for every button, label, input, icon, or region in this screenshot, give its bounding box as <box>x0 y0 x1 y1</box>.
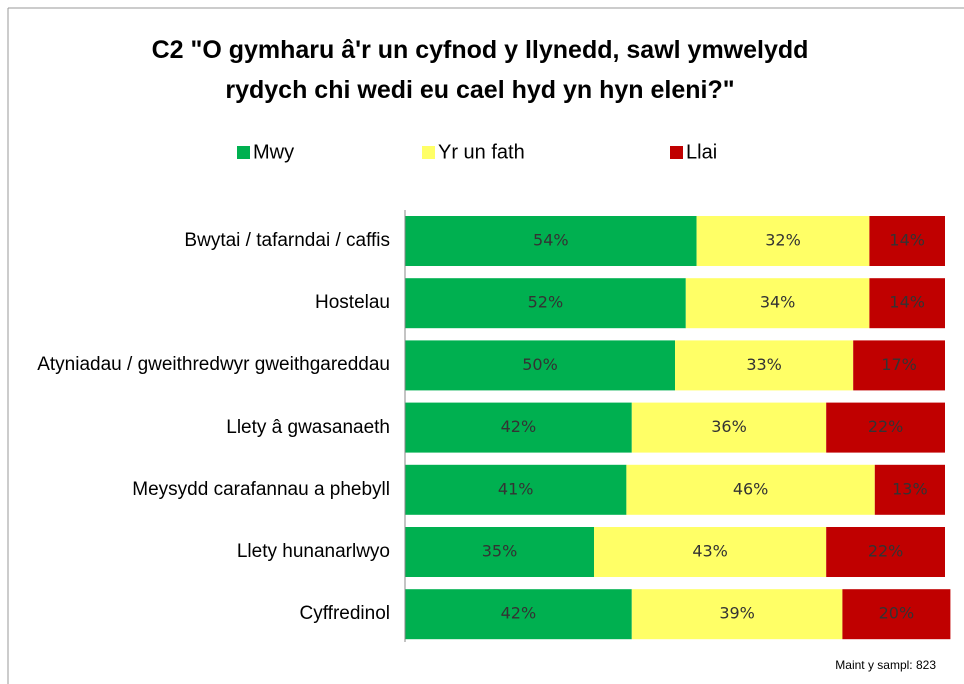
bar-segment <box>631 402 827 453</box>
legend-swatch <box>237 146 250 159</box>
category-label: Bwytai / tafarndai / caffis <box>184 230 390 251</box>
bar-segment <box>842 589 951 640</box>
bar-segment <box>696 216 870 266</box>
bar-segment <box>631 589 843 640</box>
value-label: 14% <box>889 293 925 312</box>
value-label: 17% <box>881 355 917 374</box>
value-label: 54% <box>533 231 569 250</box>
bar-segment <box>853 340 945 391</box>
value-label: 14% <box>889 231 925 250</box>
value-label: 50% <box>522 355 558 374</box>
category-label: Atyniadau / gweithredwyr gweithgareddau <box>37 354 390 376</box>
category-label: Hostelau <box>315 292 390 314</box>
value-label: 35% <box>482 542 518 561</box>
category-label: Llety hunanarlwyo <box>236 541 390 562</box>
annotation: Maint y sampl: 823 <box>835 658 936 672</box>
value-label: 39% <box>719 604 755 623</box>
bar-segment <box>405 402 632 453</box>
bar-segment <box>626 464 875 515</box>
value-label: 22% <box>868 542 904 561</box>
value-label: 33% <box>746 355 782 374</box>
category-label: Meysydd carafannau a phebyll <box>132 478 390 500</box>
bar-segment <box>405 340 675 391</box>
bar-segment <box>826 402 945 453</box>
bar-segment <box>675 340 854 391</box>
value-label: 32% <box>765 231 801 250</box>
bar-segment <box>685 278 870 329</box>
value-label: 52% <box>528 293 564 312</box>
bar-segment <box>594 527 827 577</box>
value-label: 20% <box>879 604 915 623</box>
bar-segment <box>874 464 945 515</box>
bar-segment <box>869 278 945 329</box>
bar-segment <box>405 589 632 640</box>
value-label: 41% <box>498 479 534 498</box>
value-label: 42% <box>501 417 537 436</box>
value-label: 43% <box>692 542 728 561</box>
legend-label: Yr un fath <box>438 141 525 163</box>
value-label: 22% <box>868 417 904 436</box>
legend-swatch <box>422 146 435 159</box>
value-label: 46% <box>733 479 769 498</box>
value-label: 42% <box>501 604 537 623</box>
bar-segment <box>869 216 945 266</box>
legend-label: Llai <box>686 141 717 163</box>
bar-segment <box>826 527 945 577</box>
bar-segment <box>405 527 594 577</box>
legend-swatch <box>670 146 683 159</box>
value-label: 13% <box>892 479 928 498</box>
category-label: Llety â gwasanaeth <box>226 416 390 438</box>
category-label: Cyffredinol <box>299 603 390 625</box>
value-label: 34% <box>760 293 796 312</box>
legend-label: Mwy <box>253 141 294 163</box>
bar-segment <box>405 216 697 266</box>
chart-title: C2 "O gymharu â'r un cyfnod y llynedd, s… <box>151 36 809 104</box>
bar-segment <box>405 464 627 515</box>
bar-segment <box>405 278 686 329</box>
value-label: 36% <box>711 417 747 436</box>
